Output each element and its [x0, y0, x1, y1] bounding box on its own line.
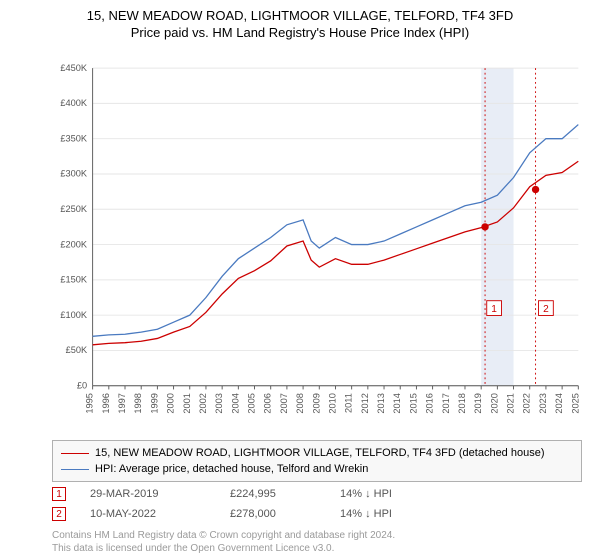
sale-date: 29-MAR-2019 — [90, 488, 230, 500]
svg-text:2019: 2019 — [473, 393, 483, 414]
svg-text:2022: 2022 — [522, 393, 532, 414]
svg-text:2017: 2017 — [441, 393, 451, 414]
svg-text:2012: 2012 — [360, 393, 370, 414]
svg-text:£300K: £300K — [60, 169, 88, 179]
sale-marker: 1 — [52, 487, 66, 501]
svg-text:2013: 2013 — [376, 393, 386, 414]
sale-price: £278,000 — [230, 508, 340, 520]
sales-table: 1 29-MAR-2019 £224,995 14% ↓ HPI 2 10-MA… — [52, 484, 582, 524]
svg-text:2004: 2004 — [230, 393, 240, 414]
legend-label: HPI: Average price, detached house, Telf… — [95, 463, 368, 475]
sale-row: 2 10-MAY-2022 £278,000 14% ↓ HPI — [52, 504, 582, 524]
title-line-2: Price paid vs. HM Land Registry's House … — [0, 25, 600, 40]
sale-price: £224,995 — [230, 488, 340, 500]
footer-line-2: This data is licensed under the Open Gov… — [52, 543, 582, 556]
svg-text:2002: 2002 — [198, 393, 208, 414]
legend-item: 15, NEW MEADOW ROAD, LIGHTMOOR VILLAGE, … — [61, 445, 573, 461]
svg-text:2020: 2020 — [489, 393, 499, 414]
svg-text:2024: 2024 — [554, 393, 564, 414]
svg-text:£250K: £250K — [60, 204, 88, 214]
legend-label: 15, NEW MEADOW ROAD, LIGHTMOOR VILLAGE, … — [95, 447, 545, 459]
sale-marker: 2 — [52, 507, 66, 521]
svg-text:2003: 2003 — [214, 393, 224, 414]
svg-text:2008: 2008 — [295, 393, 305, 414]
svg-text:2021: 2021 — [506, 393, 516, 414]
svg-text:£350K: £350K — [60, 133, 88, 143]
price-chart: £0 £50K £100K £150K £200K £250K £300K £350K £400… — [52, 48, 582, 428]
sale-pct: 14% ↓ HPI — [340, 488, 460, 500]
sale-pct: 14% ↓ HPI — [340, 508, 460, 520]
svg-text:£400K: £400K — [60, 98, 88, 108]
svg-text:1997: 1997 — [117, 393, 127, 414]
svg-text:2015: 2015 — [408, 393, 418, 414]
svg-text:£0: £0 — [77, 381, 87, 391]
svg-text:1999: 1999 — [149, 393, 159, 414]
svg-text:2011: 2011 — [344, 393, 354, 413]
sale-date: 10-MAY-2022 — [90, 508, 230, 520]
svg-text:1998: 1998 — [133, 393, 143, 414]
legend-swatch — [61, 469, 89, 470]
svg-text:£150K: £150K — [60, 275, 88, 285]
svg-text:£100K: £100K — [60, 310, 88, 320]
svg-text:2: 2 — [543, 304, 549, 315]
footer-attribution: Contains HM Land Registry data © Crown c… — [52, 530, 582, 555]
svg-text:£450K: £450K — [60, 63, 88, 73]
legend-item: HPI: Average price, detached house, Telf… — [61, 461, 573, 477]
svg-text:1996: 1996 — [101, 393, 111, 414]
svg-text:2009: 2009 — [311, 393, 321, 414]
svg-text:£200K: £200K — [60, 239, 88, 249]
svg-text:2000: 2000 — [166, 393, 176, 414]
svg-text:2005: 2005 — [247, 393, 257, 414]
svg-text:2006: 2006 — [263, 393, 273, 414]
title-line-1: 15, NEW MEADOW ROAD, LIGHTMOOR VILLAGE, … — [0, 8, 600, 23]
svg-text:2025: 2025 — [570, 393, 580, 414]
legend: 15, NEW MEADOW ROAD, LIGHTMOOR VILLAGE, … — [52, 440, 582, 482]
footer-line-1: Contains HM Land Registry data © Crown c… — [52, 530, 582, 543]
svg-text:2014: 2014 — [392, 393, 402, 414]
legend-swatch — [61, 453, 89, 454]
svg-text:2018: 2018 — [457, 393, 467, 414]
svg-text:2023: 2023 — [538, 393, 548, 414]
svg-text:£50K: £50K — [66, 345, 88, 355]
svg-text:2007: 2007 — [279, 393, 289, 414]
svg-text:1: 1 — [491, 304, 497, 315]
svg-text:2010: 2010 — [327, 393, 337, 414]
svg-text:1995: 1995 — [85, 393, 95, 414]
svg-text:2001: 2001 — [182, 393, 192, 414]
chart-title-block: 15, NEW MEADOW ROAD, LIGHTMOOR VILLAGE, … — [0, 0, 600, 44]
sale-row: 1 29-MAR-2019 £224,995 14% ↓ HPI — [52, 484, 582, 504]
svg-text:2016: 2016 — [425, 393, 435, 414]
